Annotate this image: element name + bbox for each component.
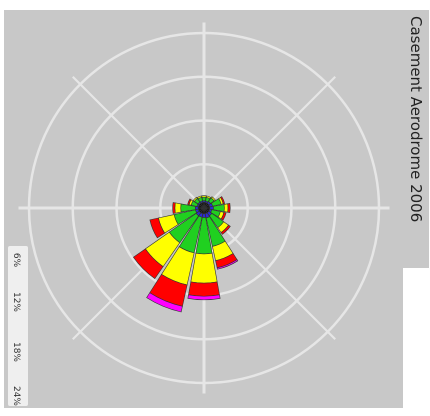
wind-rose-plot — [4, 10, 403, 408]
chart-title: Casement Aerodrome 2006 — [407, 16, 425, 223]
petal-segment-s-3 — [223, 203, 229, 213]
radial-tick-label: 6% — [11, 252, 21, 268]
petal-segment-nnw-4 — [149, 217, 166, 239]
petal-segment-ene-3 — [196, 195, 203, 200]
petal-segment-wnw-5 — [146, 292, 183, 313]
petal-segment-nne-4 — [187, 198, 192, 206]
petal-segment-wsw-5 — [216, 259, 239, 270]
petal-segment-s-4 — [227, 203, 231, 213]
radial-tick-label: 24% — [11, 385, 21, 406]
petal-segment-e-2 — [201, 196, 207, 202]
radial-tick-label: 18% — [11, 341, 21, 362]
petal-segment-e-3 — [201, 195, 207, 198]
petal-segment-nw-4 — [132, 248, 164, 280]
wind-petals — [132, 195, 239, 313]
petal-segment-ssw-4 — [220, 212, 227, 221]
petal-segment-sse-4 — [220, 196, 226, 205]
radial-scale-legend: 6% 12% 18% 24% — [8, 246, 28, 406]
petal-segment-n-4 — [172, 202, 176, 214]
petal-segment-sw-4 — [220, 224, 231, 235]
petal-segment-ne-3 — [192, 196, 198, 202]
chart-title-box: Casement Aerodrome 2006 — [403, 10, 429, 268]
radial-tick-label: 12% — [11, 291, 21, 312]
petal-segment-w-4 — [188, 281, 220, 297]
petal-segment-w-5 — [187, 294, 221, 301]
petal-segment-se-3 — [210, 196, 216, 202]
petal-segment-n-3 — [174, 202, 182, 214]
petal-segment-ese-3 — [205, 195, 212, 200]
